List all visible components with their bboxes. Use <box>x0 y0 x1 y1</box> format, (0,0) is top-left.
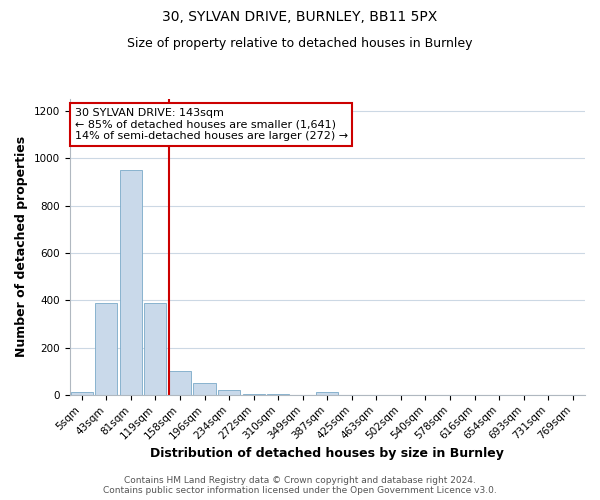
Text: 30, SYLVAN DRIVE, BURNLEY, BB11 5PX: 30, SYLVAN DRIVE, BURNLEY, BB11 5PX <box>163 10 437 24</box>
Bar <box>120 170 142 395</box>
Text: 30 SYLVAN DRIVE: 143sqm
← 85% of detached houses are smaller (1,641)
14% of semi: 30 SYLVAN DRIVE: 143sqm ← 85% of detache… <box>74 108 348 141</box>
Bar <box>193 383 215 395</box>
Bar <box>71 392 93 395</box>
Text: Contains HM Land Registry data © Crown copyright and database right 2024.
Contai: Contains HM Land Registry data © Crown c… <box>103 476 497 495</box>
Bar <box>218 390 240 395</box>
X-axis label: Distribution of detached houses by size in Burnley: Distribution of detached houses by size … <box>151 447 504 460</box>
Text: Size of property relative to detached houses in Burnley: Size of property relative to detached ho… <box>127 38 473 51</box>
Bar <box>95 302 118 395</box>
Bar <box>145 302 166 395</box>
Bar <box>169 371 191 395</box>
Y-axis label: Number of detached properties: Number of detached properties <box>15 136 28 358</box>
Bar <box>242 394 265 395</box>
Bar <box>267 394 289 395</box>
Bar <box>316 392 338 395</box>
